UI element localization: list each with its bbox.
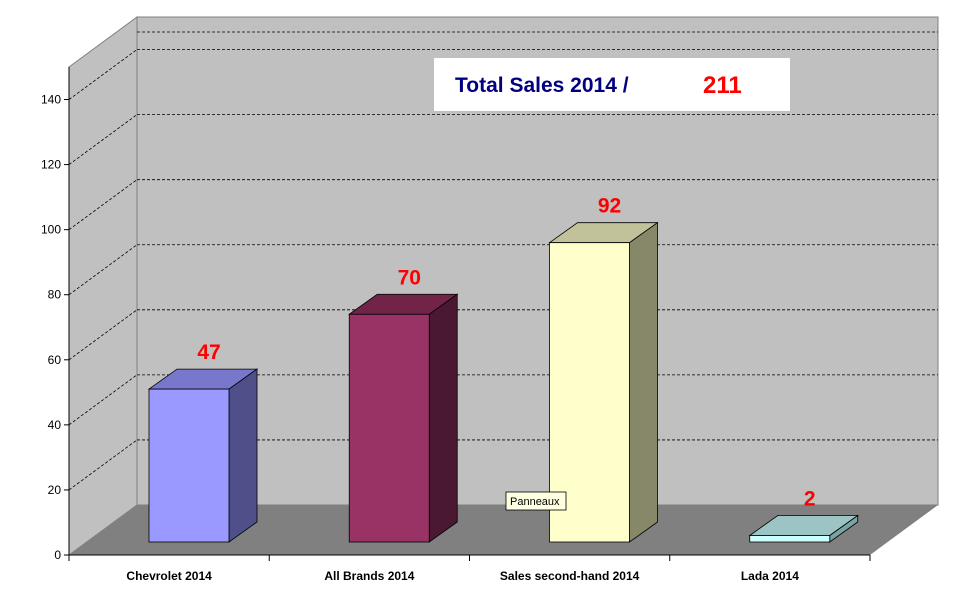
gridline-side — [68, 244, 138, 296]
data-labels: 47 70 92 2 — [197, 195, 815, 511]
y-tick-label: 40 — [48, 418, 62, 432]
bar — [348, 293, 459, 543]
data-label: 70 — [398, 266, 421, 289]
chart-title-box: Total Sales 2014 / 211 — [434, 58, 790, 111]
y-tick-label: 140 — [41, 93, 61, 107]
x-tick-label: Sales second-hand 2014 — [500, 569, 640, 583]
y-tick-label: 60 — [48, 353, 62, 367]
gridline-side — [68, 374, 138, 426]
data-label: 92 — [598, 195, 621, 218]
floor — [69, 505, 938, 555]
x-tick-label: Chevrolet 2014 — [126, 569, 212, 583]
bar-side — [629, 221, 658, 543]
bar — [147, 368, 259, 543]
gridlines — [68, 31, 938, 491]
tooltip-text: Panneaux — [510, 496, 560, 508]
bar-side — [228, 368, 258, 543]
y-tick-label: 100 — [41, 223, 61, 237]
y-tick-label: 20 — [48, 483, 62, 497]
y-tick-label: 120 — [41, 158, 61, 172]
y-tick-label: 80 — [48, 288, 62, 302]
tooltip: Panneaux — [505, 491, 567, 511]
data-label: 2 — [804, 487, 816, 510]
data-label: 47 — [197, 341, 220, 364]
gridline-side — [68, 309, 138, 361]
gridline-side — [68, 114, 138, 165]
chart-title-total: 211 — [703, 72, 742, 99]
bar-front — [749, 535, 831, 543]
gridline-side — [68, 49, 138, 100]
bar-side — [428, 293, 458, 543]
x-tick-label: Lada 2014 — [741, 569, 799, 583]
side-wall — [68, 16, 138, 556]
bar — [748, 514, 859, 543]
gridline-side — [68, 439, 138, 491]
chart-title: Total Sales 2014 / — [455, 74, 629, 97]
gridline-side — [68, 179, 138, 230]
bar-front — [148, 388, 230, 543]
x-tick-label: All Brands 2014 — [324, 569, 414, 583]
y-tick-label: 0 — [54, 548, 61, 562]
bar-front — [348, 313, 430, 543]
axes: 0 20 40 60 80 100 120 140 Chevrolet 2014 All Bran… — [41, 67, 871, 583]
